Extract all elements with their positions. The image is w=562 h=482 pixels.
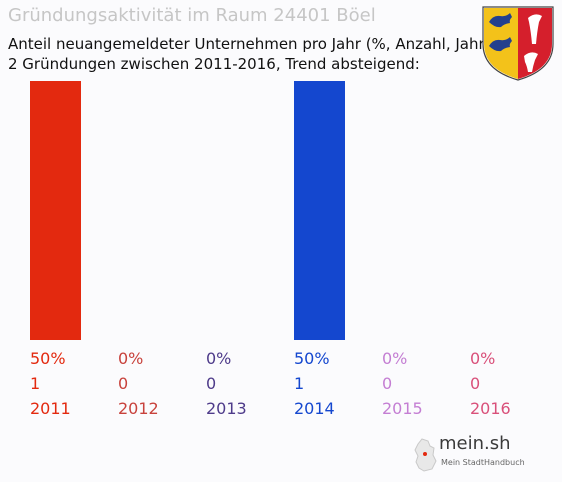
coat-of-arms-icon: [482, 6, 554, 81]
year-label-2013: 2013: [206, 399, 247, 418]
count-label-2016: 0: [470, 374, 481, 393]
germany-map-icon: [414, 438, 437, 472]
bar-2011: [30, 81, 81, 340]
subtitle-line-1: Anteil neuangemeldeter Unternehmen pro J…: [8, 35, 491, 53]
year-label-2012: 2012: [118, 399, 159, 418]
bar-2014: [294, 81, 345, 340]
count-label-2015: 0: [382, 374, 393, 393]
count-label-2012: 0: [118, 374, 129, 393]
chart-title: Gründungsaktivität im Raum 24401 Böel: [8, 5, 376, 26]
value-label-2012: 0%: [118, 349, 144, 368]
chart-subtitle: Anteil neuangemeldeter Unternehmen pro J…: [8, 34, 491, 74]
value-label-2016: 0%: [470, 349, 496, 368]
logo-name: mein.sh: [439, 433, 511, 454]
year-label-2014: 2014: [294, 399, 335, 418]
year-label-2016: 2016: [470, 399, 511, 418]
count-label-2013: 0: [206, 374, 217, 393]
count-label-2011: 1: [30, 374, 41, 393]
value-label-2011: 50%: [30, 349, 66, 368]
count-label-2014: 1: [294, 374, 305, 393]
value-label-2014: 50%: [294, 349, 330, 368]
logo-tagline: Mein StadtHandbuch: [441, 458, 525, 467]
value-label-2015: 0%: [382, 349, 408, 368]
value-label-2013: 0%: [206, 349, 232, 368]
year-label-2015: 2015: [382, 399, 423, 418]
year-label-2011: 2011: [30, 399, 71, 418]
subtitle-line-2: 2 Gründungen zwischen 2011-2016, Trend a…: [8, 55, 420, 73]
mein-sh-logo[interactable]: mein.sh Mein StadtHandbuch: [413, 432, 525, 476]
